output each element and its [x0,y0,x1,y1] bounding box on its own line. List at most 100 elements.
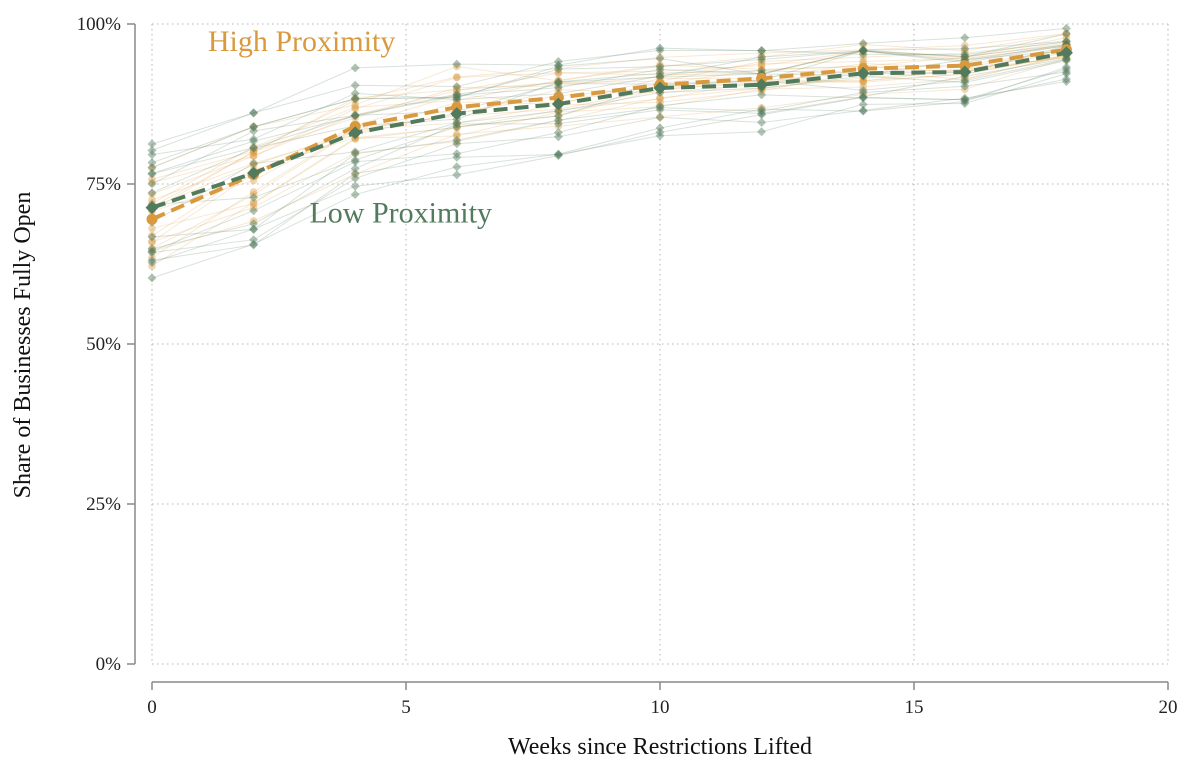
sector-point [452,170,462,180]
sector-point [960,33,970,43]
sector-point [757,66,767,76]
sector-point [1061,67,1071,77]
sector-point [757,55,767,65]
sector-point [148,196,156,204]
sector-point [147,258,157,268]
sector-point [249,126,259,136]
sector-line [151,27,1067,151]
series-point [348,126,362,140]
sector-point [453,130,461,139]
sector-point [147,169,157,179]
sector-line [151,41,1067,145]
sector-point [453,73,461,82]
sector-point [858,46,868,56]
sector-point [859,47,867,55]
sector-point [452,122,462,132]
sector-point [147,188,157,198]
series-point [450,107,464,121]
sector-point [351,94,360,102]
sector-point [350,190,360,200]
sector-point [351,103,360,112]
sector-point [656,98,664,107]
sector-point [656,95,664,103]
x-axis-title: Weeks since Restrictions Lifted [508,734,812,760]
sector-point [859,90,867,99]
sector-point [961,41,969,50]
sector-line [151,43,1067,156]
sector-point [350,181,360,191]
sector-point [961,75,969,84]
sector-point [249,152,258,160]
sector-point [655,68,665,78]
sector-point [249,239,259,249]
sector-point [554,108,563,116]
sector-point [554,69,563,77]
series-point [755,78,769,92]
sector-point [757,46,767,56]
sector-point [655,105,665,115]
sector-point [1061,37,1071,47]
y-tick-label: 100% [77,14,122,35]
sector-line [151,45,1067,195]
sector-point [554,76,563,85]
sector-point [553,77,563,87]
sector-point [961,49,969,57]
sector-point [656,71,664,79]
sector-point [249,198,258,207]
sector-point [858,46,868,56]
sector-point [452,90,462,100]
sector-line [151,33,1067,164]
sector-point [859,40,867,49]
sector-line [151,58,1067,253]
sector-point [147,158,157,168]
sector-point [148,232,156,240]
sector-point [1061,54,1071,64]
series-point [856,66,870,80]
sector-point [1062,30,1071,38]
sector-point [554,77,563,85]
sector-point [553,83,563,93]
sector-point [350,173,360,183]
sector-point [249,108,259,118]
sector-point [858,87,868,97]
sector-point [655,72,665,82]
sector-point [249,147,258,156]
sector-point [554,78,563,87]
sector-point [655,71,665,81]
sector-point [757,45,767,55]
series-point [551,97,565,111]
sector-point [147,150,157,160]
sector-point [655,131,665,141]
sector-point [249,188,258,196]
sector-point [859,78,867,87]
sector-point [656,103,664,111]
sector-point [757,117,767,127]
sector-point [249,152,258,160]
sector-point [147,232,157,242]
sector-point [452,118,462,128]
sector-point [553,151,563,161]
sector-point [350,88,360,98]
sector-point [452,135,462,145]
sector-point [859,47,867,55]
sector-point [453,86,461,95]
sector-point [554,64,563,73]
sector-point [453,119,461,127]
sector-point [452,162,462,172]
sector-point [960,44,970,54]
y-tick-label: 25% [86,494,121,515]
sector-point [757,127,767,137]
sector-point [453,90,461,99]
sector-point [655,62,665,72]
sector-point [249,136,259,146]
sector-point [859,57,867,66]
series-annotation: Low Proximity [309,196,492,229]
sector-line [151,68,1067,252]
sector-line [151,37,1067,184]
sector-point [757,90,767,100]
sector-point [1061,62,1071,72]
y-tick-label: 0% [96,654,122,675]
series-point [958,65,972,79]
sector-point [148,244,156,253]
axes: 0% 25% 50% 75% 100% 0 5 10 15 20 [77,14,1178,718]
